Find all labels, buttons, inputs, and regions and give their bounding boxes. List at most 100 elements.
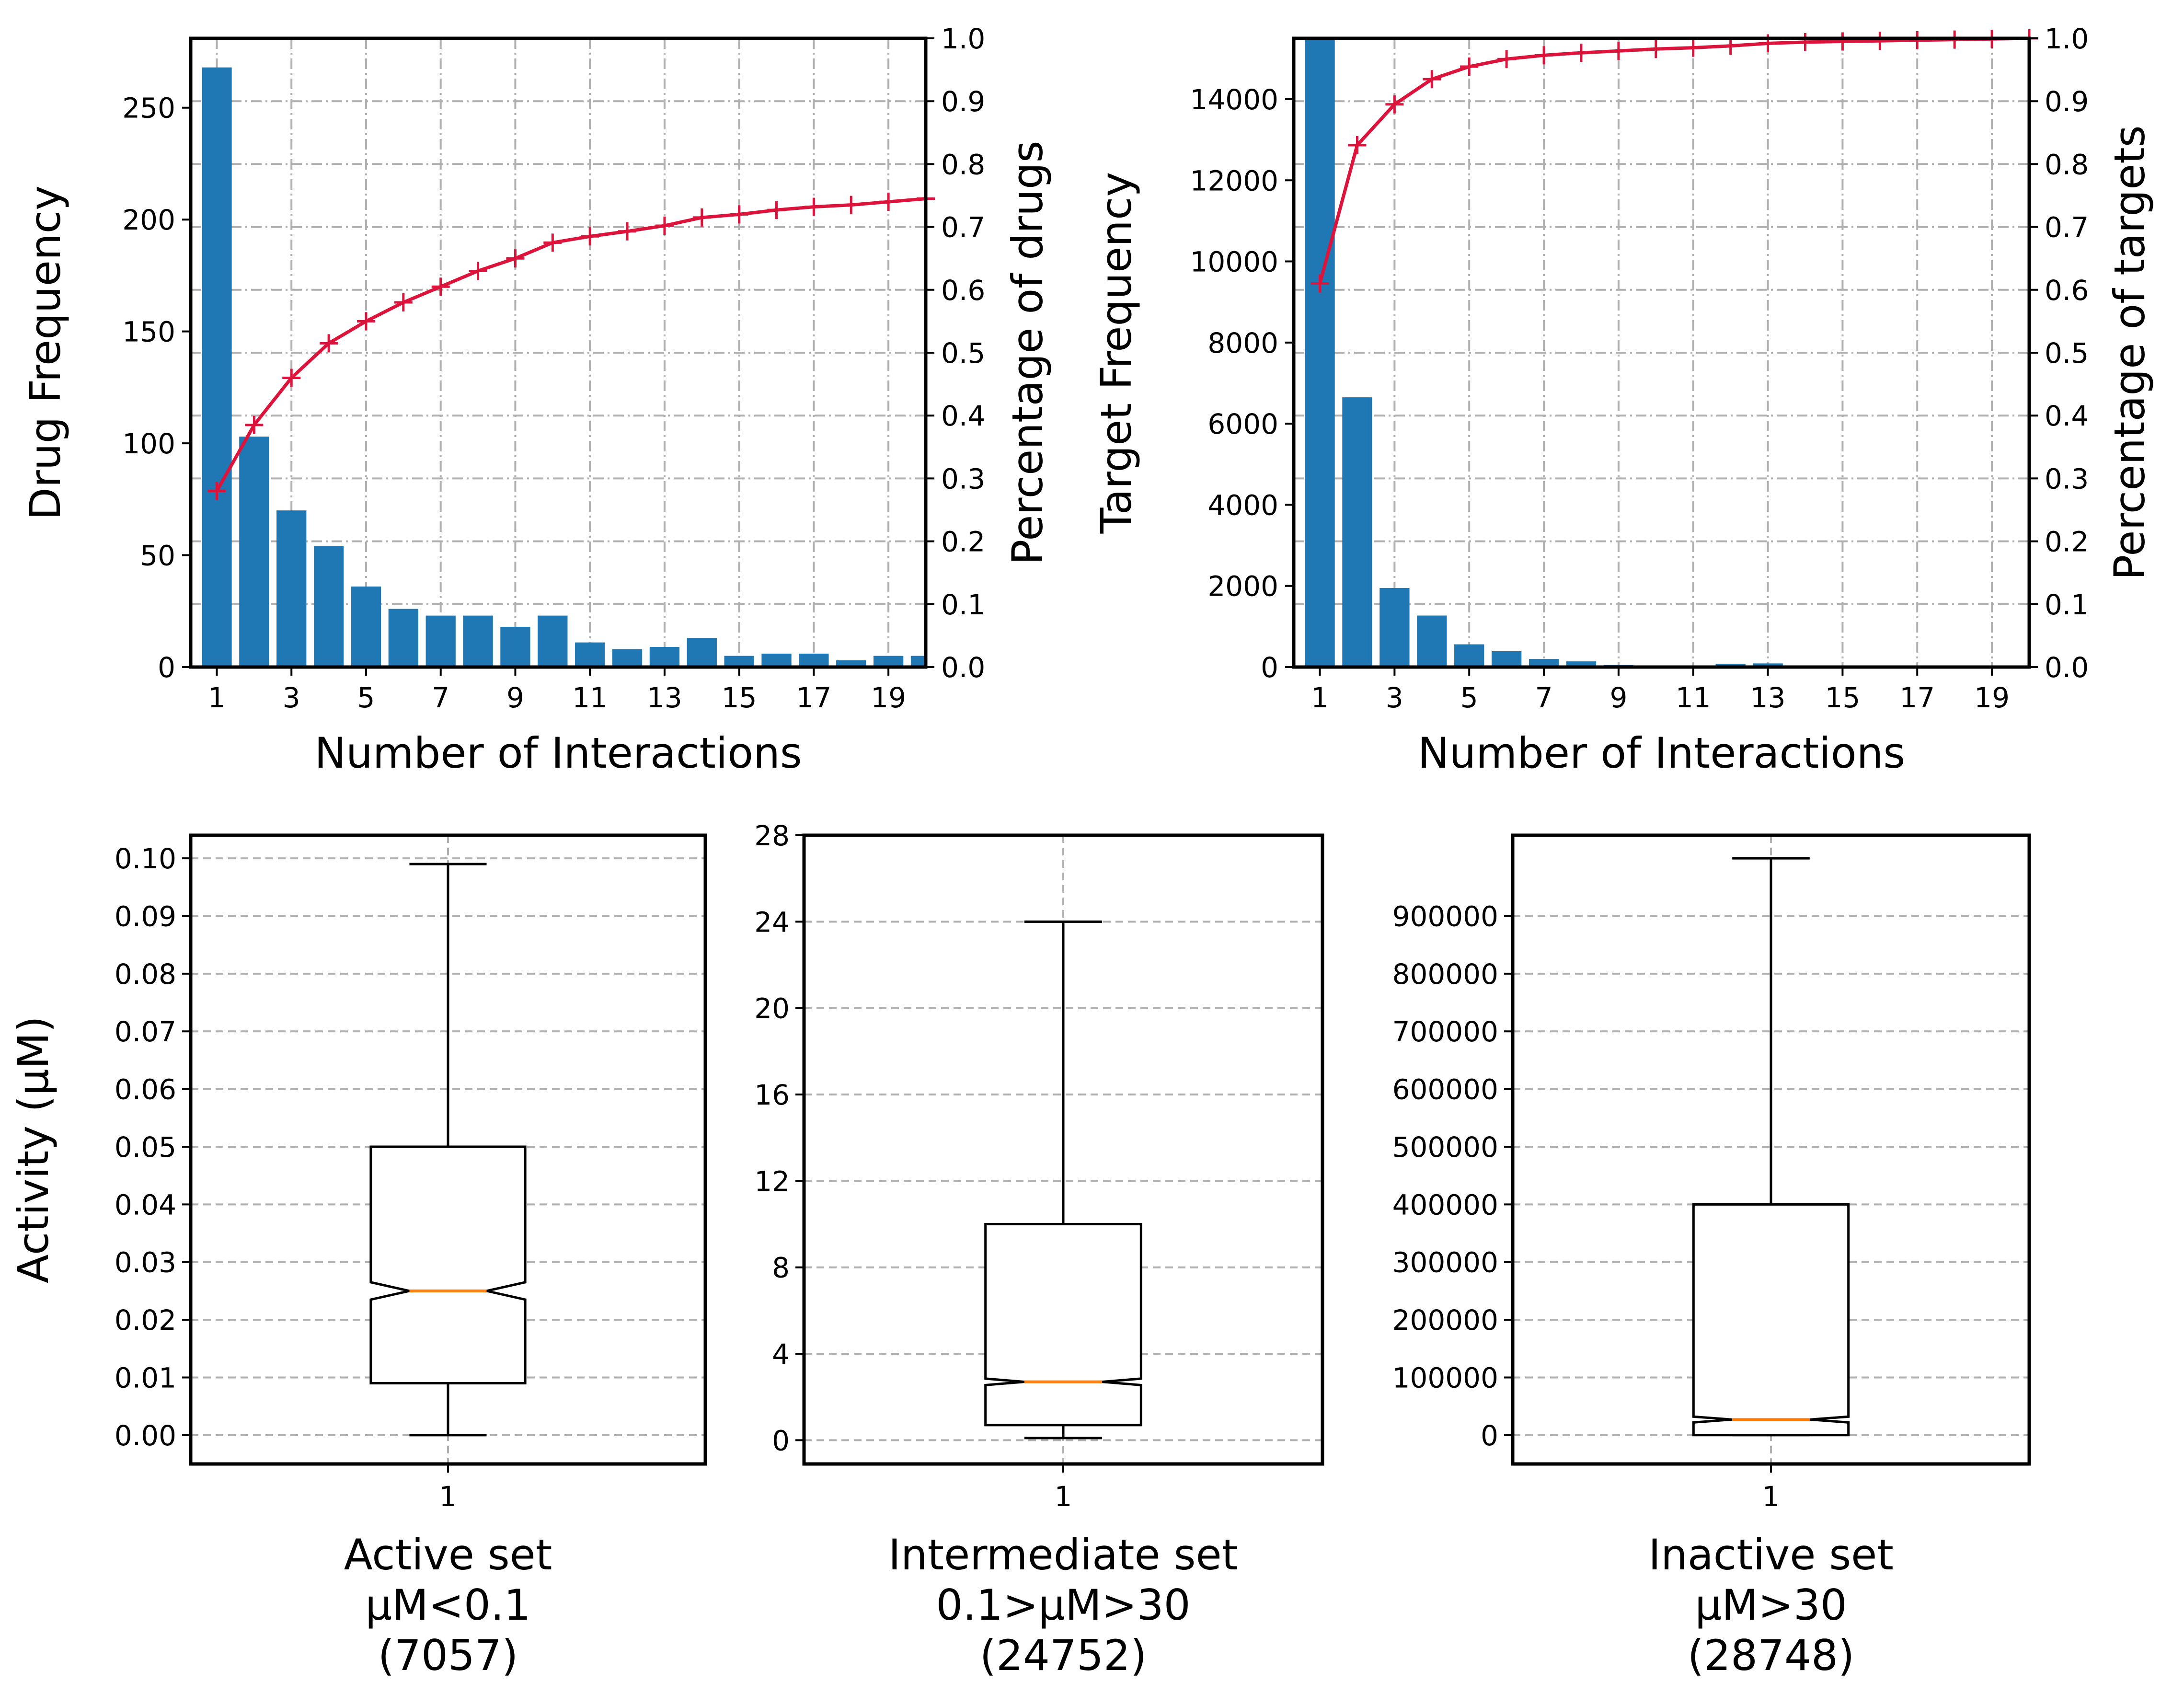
x-tick-label: 19 — [1974, 681, 2010, 714]
y2-tick-label: 0.8 — [2045, 148, 2089, 181]
y-tick-label: 0 — [1261, 651, 1278, 684]
y-tick-label: 0.06 — [115, 1073, 176, 1106]
cumulative-marker — [1423, 70, 1441, 89]
histogram-bar — [388, 609, 418, 667]
histogram-bar — [1379, 588, 1410, 667]
box-active-title-line: Active set — [344, 1530, 552, 1579]
y-tick-label: 0.05 — [115, 1131, 176, 1164]
x-tick-label: 5 — [357, 681, 375, 714]
cumulative-marker — [879, 193, 898, 211]
box-intermediate-title-line: 0.1>μM>30 — [936, 1580, 1190, 1630]
x-tick-label: 11 — [572, 681, 608, 714]
y-tick-label: 0.10 — [115, 842, 176, 875]
y2-tick-label: 0.7 — [2045, 211, 2089, 244]
histogram-bar — [761, 653, 792, 667]
target-histogram-xlabel: Number of Interactions — [1418, 728, 1906, 778]
histogram-bar — [1305, 38, 1335, 667]
y-tick-label: 20 — [754, 992, 790, 1025]
histogram-bar — [1753, 663, 1783, 667]
y2-tick-label: 0.9 — [941, 85, 985, 118]
drug-histogram-xlabel: Number of Interactions — [314, 728, 802, 778]
cumulative-marker — [469, 262, 487, 280]
histogram-bar — [910, 656, 926, 667]
y-tick-label: 700000 — [1392, 1015, 1498, 1048]
cumulative-marker — [1310, 274, 1329, 293]
cumulative-marker — [282, 369, 301, 387]
y-tick-label: 2000 — [1207, 570, 1278, 603]
cumulative-marker — [1497, 50, 1516, 69]
y-tick-label: 900000 — [1392, 900, 1498, 933]
x-tick-label: 15 — [722, 681, 757, 714]
y2-tick-label: 0.3 — [2045, 462, 2089, 495]
cumulative-marker — [655, 216, 674, 235]
cumulative-marker — [842, 196, 861, 214]
y2-tick-label: 0.0 — [2045, 651, 2089, 684]
panel-box-intermediate: 0 4 8 12 16 20 24 28 1 Intermediate set 0.1>μM>3… — [754, 819, 1324, 1680]
y-tick-label: 250 — [122, 92, 175, 125]
y-tick-label: 0.00 — [115, 1419, 176, 1452]
y-tick-label: 0.08 — [115, 958, 176, 991]
cumulative-marker — [1609, 42, 1628, 60]
x-tick-label: 13 — [1750, 681, 1786, 714]
box-active-ylabel: Activity (μM) — [9, 1016, 58, 1283]
y-tick-label: 6000 — [1207, 408, 1278, 440]
y2-tick-label: 0.8 — [941, 148, 985, 181]
histogram-bar — [1491, 651, 1522, 667]
y-tick-label: 500000 — [1392, 1131, 1498, 1164]
y2-tick-label: 0.1 — [941, 588, 985, 621]
cumulative-marker — [618, 222, 637, 241]
histogram-bar — [1342, 397, 1372, 667]
drug-histogram-y2label: Percentage of drugs — [1003, 140, 1052, 564]
histogram-bar — [687, 638, 717, 667]
y-tick-label: 4000 — [1207, 489, 1278, 521]
y2-tick-label: 0.3 — [941, 462, 985, 495]
y-tick-label: 100 — [122, 427, 175, 460]
panel-drug-histogram: 1 3 5 7 9 11 13 15 17 190501001502002500.00.10.20… — [21, 23, 1052, 778]
x-tick-label: 17 — [796, 681, 831, 714]
cumulative-marker — [543, 233, 562, 252]
x-tick-label: 3 — [1386, 681, 1403, 714]
y-tick-label: 28 — [754, 819, 790, 852]
histogram-bar — [351, 586, 381, 667]
y-tick-label: 0 — [772, 1424, 790, 1457]
y-tick-label: 12000 — [1190, 164, 1278, 197]
histogram-bar — [202, 67, 232, 667]
histogram-bar — [425, 615, 456, 667]
histogram-bar — [649, 646, 680, 667]
histogram-bar — [1454, 644, 1484, 667]
cumulative-marker — [1908, 31, 1927, 49]
box-body — [984, 1223, 1142, 1427]
y-tick-label: 0.04 — [115, 1188, 176, 1221]
y-tick-label: 0.07 — [115, 1015, 176, 1048]
y2-tick-label: 0.2 — [2045, 526, 2089, 558]
cumulative-marker — [1535, 46, 1553, 65]
histogram-bar — [1529, 659, 1559, 667]
y-tick-label: 200000 — [1392, 1304, 1498, 1336]
x-tick-label: 9 — [1609, 681, 1627, 714]
x-tick-label: 13 — [647, 681, 682, 714]
y-tick-label: 0 — [158, 651, 175, 684]
histogram-bar — [873, 656, 904, 667]
histogram-bar — [239, 437, 269, 667]
x-tick-label: 1 — [439, 1480, 457, 1513]
x-tick-label: 7 — [1535, 681, 1553, 714]
x-tick-label: 1 — [1055, 1480, 1072, 1513]
y-tick-label: 8 — [772, 1252, 790, 1284]
y-tick-label: 24 — [754, 906, 790, 938]
y2-tick-label: 0.5 — [2045, 337, 2089, 369]
histogram-bar — [500, 626, 530, 667]
panel-box-active: 0.00 0.01 0.02 0.03 0.04 0.05 0.06 0.07 0.08 0.09… — [9, 833, 707, 1680]
y2-tick-label: 0.2 — [941, 526, 985, 558]
y2-tick-label: 0.7 — [941, 211, 985, 244]
box-active-title-line: μM<0.1 — [365, 1580, 531, 1630]
histogram-bar — [575, 642, 605, 667]
drug-histogram-ylabel: Drug Frequency — [21, 185, 70, 520]
y2-tick-label: 0.6 — [941, 274, 985, 307]
y-tick-label: 50 — [140, 540, 175, 572]
cumulative-marker — [767, 201, 786, 219]
cumulative-marker — [1871, 32, 1889, 50]
cumulative-marker — [431, 277, 450, 296]
y-tick-label: 16 — [754, 1079, 790, 1111]
box-body — [1692, 1203, 1850, 1437]
